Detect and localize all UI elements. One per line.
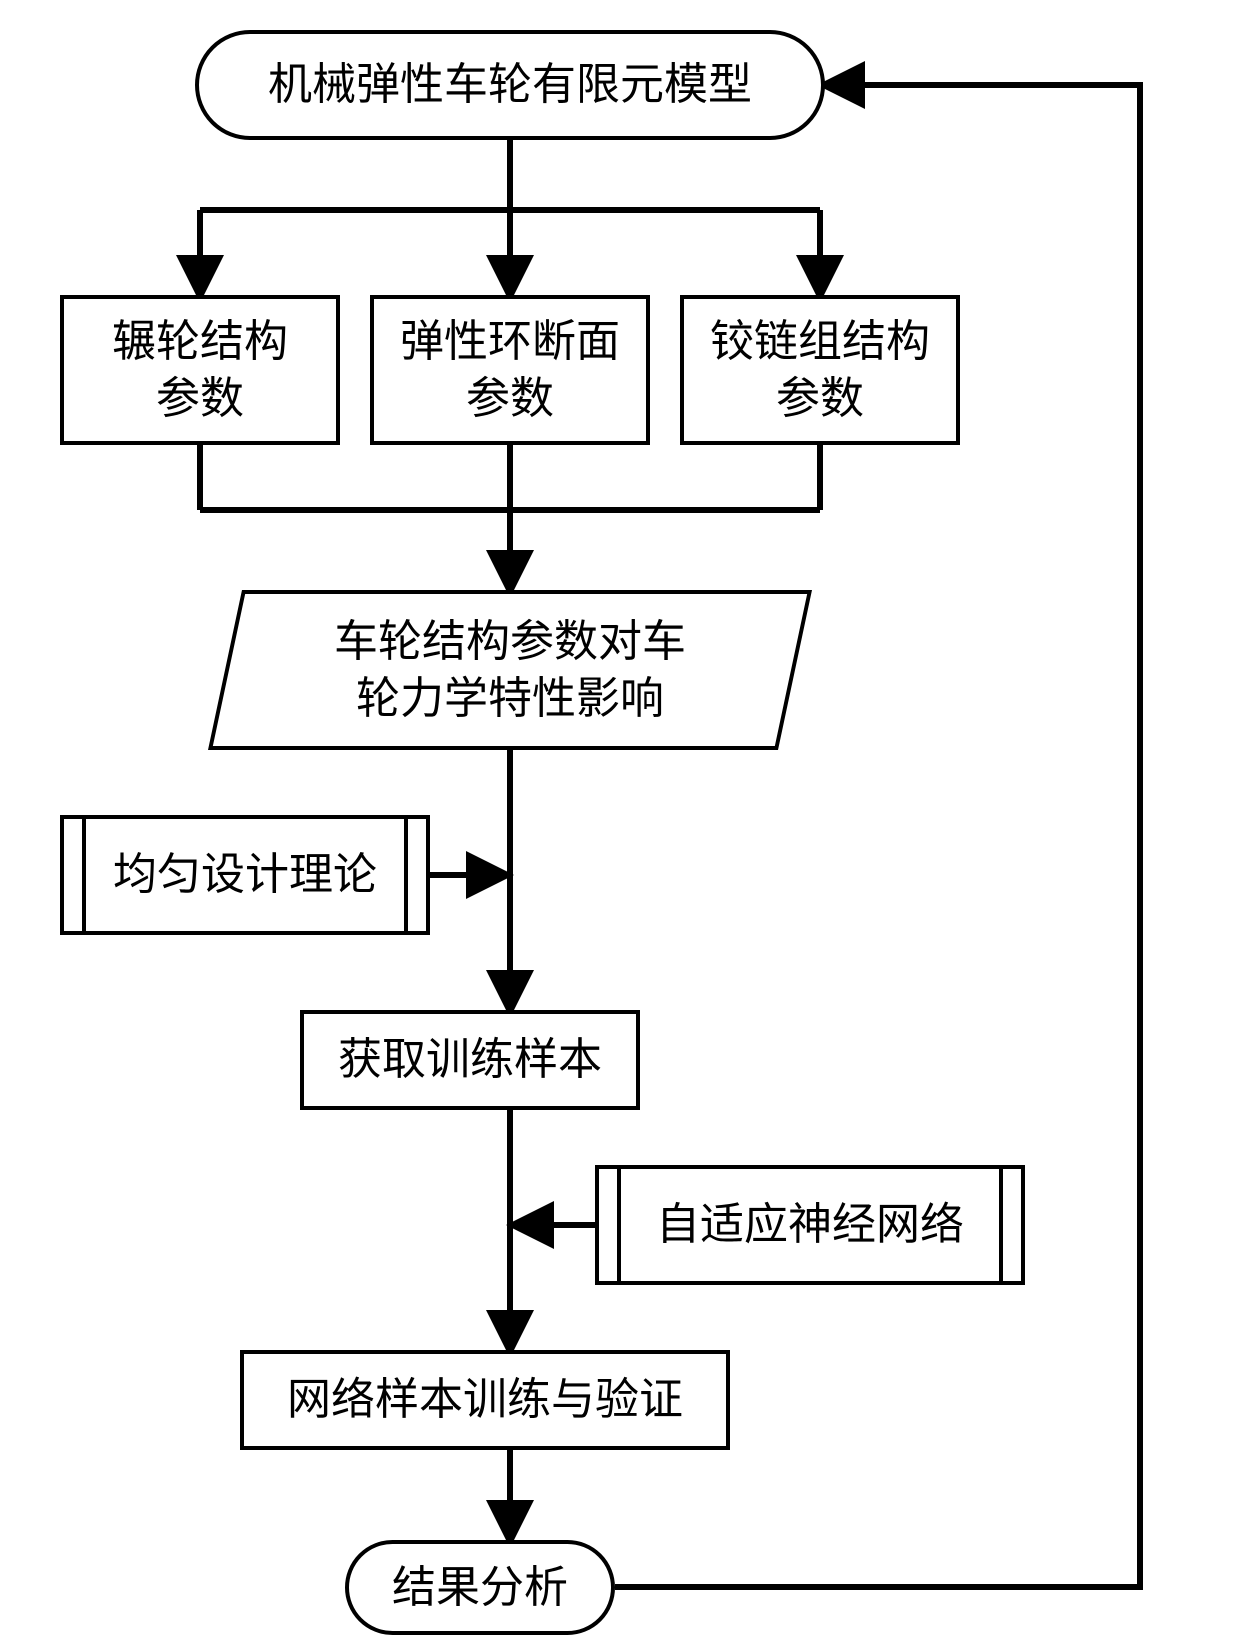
node-hinge-params: 铰链组结构 参数 xyxy=(680,295,960,445)
node-hub-params: 辗轮结构 参数 xyxy=(60,295,340,445)
node-uniform-design: 均匀设计理论 xyxy=(60,815,430,935)
node-influence: 车轮结构参数对车 轮力学特性影响 xyxy=(208,590,812,750)
node-ring-params: 弹性环断面 参数 xyxy=(370,295,650,445)
label: 网络样本训练与验证 xyxy=(287,1371,683,1428)
label: 车轮结构参数对车 轮力学特性影响 xyxy=(334,613,686,727)
label: 机械弹性车轮有限元模型 xyxy=(268,56,752,113)
label: 铰链组结构 参数 xyxy=(710,313,930,427)
label: 自适应神经网络 xyxy=(656,1196,964,1253)
node-get-samples: 获取训练样本 xyxy=(300,1010,640,1110)
node-adaptive-nn: 自适应神经网络 xyxy=(595,1165,1025,1285)
flowchart-canvas: 机械弹性车轮有限元模型 辗轮结构 参数 弹性环断面 参数 铰链组结构 参数 车轮… xyxy=(0,0,1240,1639)
label: 结果分析 xyxy=(392,1559,568,1616)
label: 获取训练样本 xyxy=(338,1031,602,1088)
node-train-verify: 网络样本训练与验证 xyxy=(240,1350,730,1450)
node-fe-model: 机械弹性车轮有限元模型 xyxy=(195,30,825,140)
label: 均匀设计理论 xyxy=(113,846,377,903)
label: 弹性环断面 参数 xyxy=(400,313,620,427)
label: 辗轮结构 参数 xyxy=(112,313,288,427)
node-result-analysis: 结果分析 xyxy=(345,1540,615,1635)
